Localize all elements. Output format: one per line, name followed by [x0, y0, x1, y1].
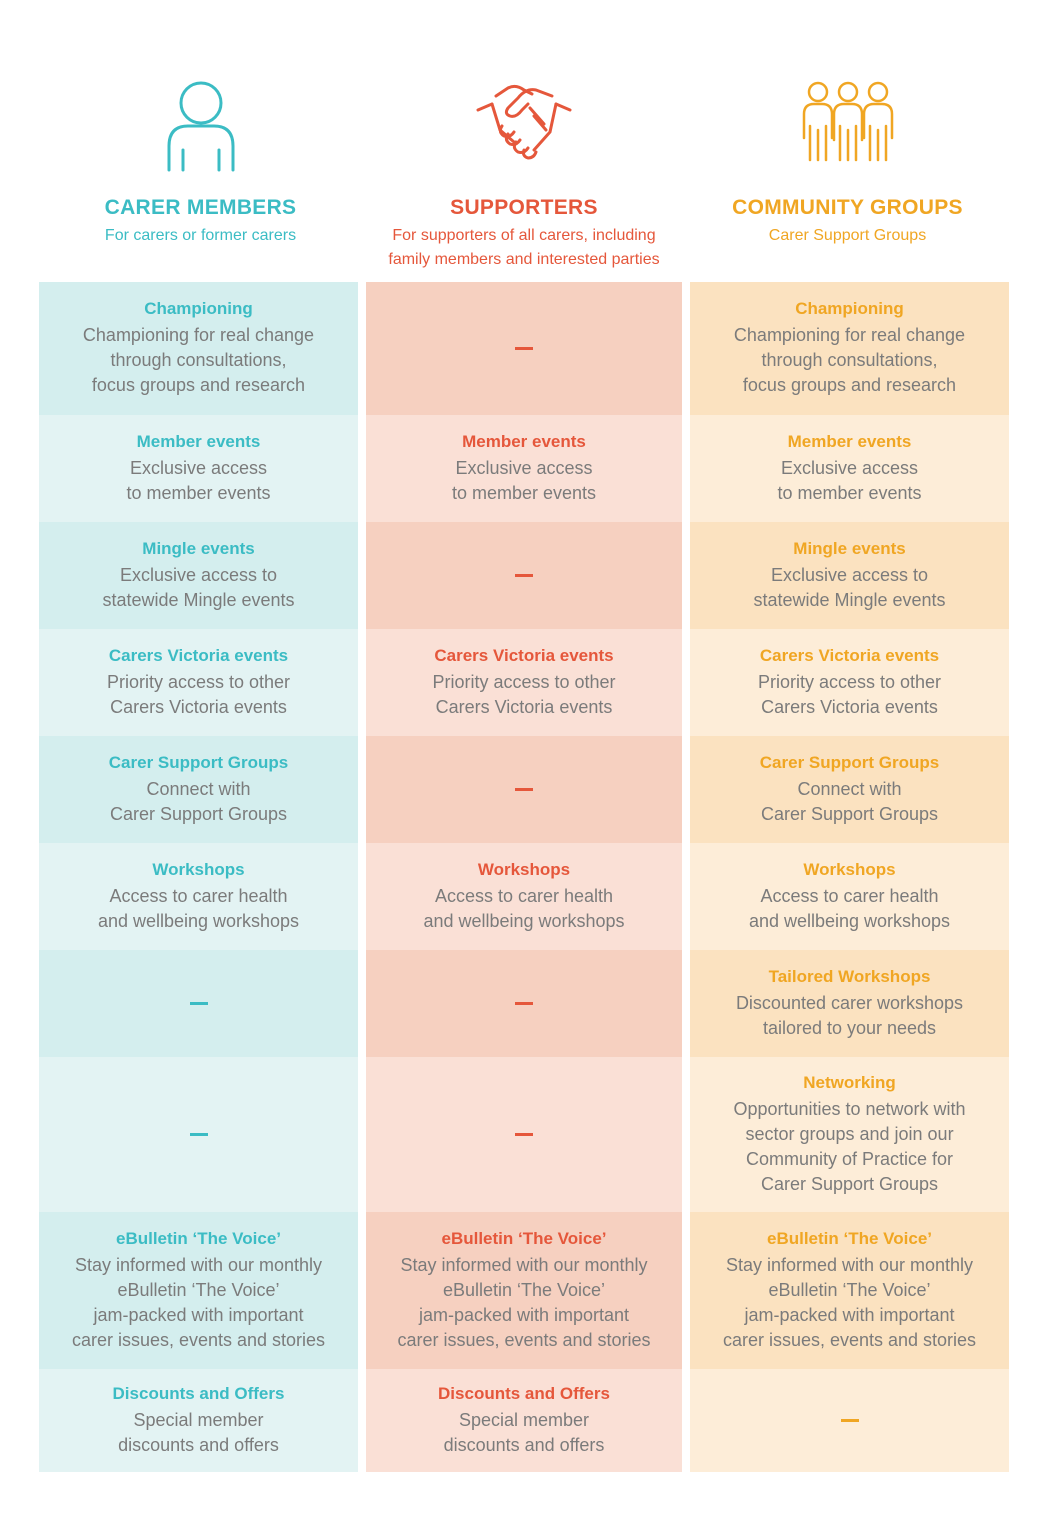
benefit-cell: Tailored Workshops Discounted carer works…	[690, 950, 1009, 1057]
benefit-cell: Championing Championing for real change t…	[690, 282, 1009, 415]
benefit-title: eBulletin ‘The Voice’	[767, 1228, 932, 1248]
benefit-cell: Workshops Access to carer health and well…	[39, 843, 358, 950]
benefit-title: Carer Support Groups	[759, 752, 940, 772]
carer-members-column: Championing Championing for real change t…	[39, 282, 358, 1472]
benefit-cell: Mingle events Exclusive access to statewi…	[39, 522, 358, 629]
benefit-cell: Discounts and Offers Special member disco…	[39, 1369, 358, 1472]
benefit-description: Exclusive access to member events	[777, 457, 922, 503]
benefit-title: Carers Victoria events	[759, 645, 940, 665]
benefit-title: Workshops	[803, 859, 896, 879]
not-included-dash	[515, 347, 533, 350]
column-subtitle: For supporters of all carers, including …	[388, 227, 660, 268]
benefit-cell: eBulletin ‘The Voice’ Stay informed with …	[690, 1212, 1009, 1369]
benefit-cell	[366, 736, 682, 843]
benefit-description: Exclusive access to statewide Mingle eve…	[753, 564, 946, 610]
benefit-cell: Networking Opportunities to network with …	[690, 1057, 1009, 1212]
benefit-title: Championing	[795, 299, 904, 318]
benefit-title: Carers Victoria events	[108, 645, 289, 665]
benefit-cell: Member events Exclusive access to member …	[690, 415, 1009, 522]
benefit-title: Workshops	[477, 859, 571, 879]
benefit-title: Member events	[787, 431, 912, 451]
benefit-title: Carer Support Groups	[108, 752, 289, 772]
not-included-dash	[515, 788, 533, 791]
benefit-cell	[366, 282, 682, 415]
benefit-description: Exclusive access to statewide Mingle eve…	[102, 564, 295, 610]
not-included-dash	[515, 574, 533, 577]
benefit-cell: Mingle events Exclusive access to statewi…	[690, 522, 1009, 629]
benefit-title: Carers Victoria events	[434, 645, 614, 665]
benefit-title: Discounts and Offers	[112, 1383, 285, 1403]
benefit-title: Member events	[462, 431, 586, 451]
benefit-title: Championing	[144, 299, 253, 318]
benefit-description: Opportunities to network with sector gro…	[733, 1098, 966, 1194]
benefit-cell: Carers Victoria events Priority access to…	[690, 629, 1009, 736]
benefit-cell	[39, 1057, 358, 1212]
benefit-description: Access to carer health and wellbeing wor…	[748, 885, 951, 931]
benefit-cell: Discounts and Offers Special member disco…	[366, 1369, 682, 1472]
benefit-description: Connect with Carer Support Groups	[109, 778, 288, 824]
community-groups-column: Championing Championing for real change t…	[690, 282, 1009, 1472]
benefit-description: Championing for real change through cons…	[82, 325, 315, 395]
header-community-groups: COMMUNITY GROUPS Carer Support Groups	[686, 80, 1009, 248]
benefit-title: Workshops	[152, 859, 245, 879]
benefit-description: Priority access to other Carers Victoria…	[106, 671, 291, 717]
benefit-description: Connect with Carer Support Groups	[760, 778, 939, 824]
column-title: CARER MEMBERS	[104, 196, 297, 219]
column-title: COMMUNITY GROUPS	[732, 196, 963, 219]
benefit-description: Priority access to other Carers Victoria…	[432, 671, 616, 717]
group-icon	[686, 80, 1009, 180]
benefit-title: Tailored Workshops	[768, 966, 931, 986]
benefit-cell: Member events Exclusive access to member …	[39, 415, 358, 522]
benefit-cell: Carers Victoria events Priority access to…	[366, 629, 682, 736]
benefit-cell	[366, 950, 682, 1057]
header-carer-members: CARER MEMBERS For carers or former carer…	[39, 80, 362, 248]
column-subtitle: For carers or former carers	[104, 227, 297, 244]
benefit-title: eBulletin ‘The Voice’	[441, 1228, 607, 1248]
handshake-icon	[366, 80, 682, 180]
not-included-dash	[840, 1419, 859, 1422]
benefit-cell: eBulletin ‘The Voice’ Stay informed with …	[39, 1212, 358, 1369]
benefit-cell: Workshops Access to carer health and well…	[366, 843, 682, 950]
benefit-cell	[366, 522, 682, 629]
benefit-title: Networking	[803, 1072, 896, 1092]
supporters-column: Member events Exclusive access to member …	[366, 282, 682, 1472]
benefit-description: Stay informed with our monthly eBulletin…	[71, 1254, 326, 1350]
benefit-cell	[39, 950, 358, 1057]
not-included-dash	[189, 1133, 208, 1136]
benefit-cell: Carer Support Groups Connect with Carer S…	[39, 736, 358, 843]
column-subtitle: Carer Support Groups	[768, 227, 927, 244]
benefit-description: Discounted carer workshops tailored to y…	[735, 992, 964, 1038]
benefit-description: Championing for real change through cons…	[733, 325, 966, 395]
column-title: SUPPORTERS	[450, 196, 598, 219]
benefit-description: Special member discounts and offers	[443, 1409, 605, 1455]
benefit-cell	[366, 1057, 682, 1212]
benefit-description: Stay informed with our monthly eBulletin…	[397, 1254, 651, 1350]
benefit-cell: Carers Victoria events Priority access to…	[39, 629, 358, 736]
benefit-cell: Championing Championing for real change t…	[39, 282, 358, 415]
benefit-description: Priority access to other Carers Victoria…	[757, 671, 942, 717]
header-supporters: SUPPORTERS For supporters of all carers,…	[366, 80, 682, 272]
benefit-cell: Member events Exclusive access to member …	[366, 415, 682, 522]
benefit-cell: eBulletin ‘The Voice’ Stay informed with …	[366, 1212, 682, 1369]
benefit-cell	[690, 1369, 1009, 1472]
benefit-title: Member events	[136, 431, 261, 451]
benefit-description: Access to carer health and wellbeing wor…	[423, 885, 625, 931]
benefit-description: Stay informed with our monthly eBulletin…	[722, 1254, 977, 1350]
benefit-description: Exclusive access to member events	[126, 457, 271, 503]
benefit-cell: Carer Support Groups Connect with Carer S…	[690, 736, 1009, 843]
benefit-description: Exclusive access to member events	[451, 457, 597, 503]
benefit-title: eBulletin ‘The Voice’	[116, 1228, 281, 1248]
not-included-dash	[515, 1133, 533, 1136]
benefit-description: Special member discounts and offers	[118, 1409, 279, 1455]
benefit-cell: Workshops Access to carer health and well…	[690, 843, 1009, 950]
benefit-description: Access to carer health and wellbeing wor…	[97, 885, 300, 931]
not-included-dash	[515, 1002, 533, 1005]
not-included-dash	[189, 1002, 208, 1005]
benefit-title: Mingle events	[142, 538, 255, 558]
benefit-title: Mingle events	[793, 538, 906, 558]
person-icon	[39, 80, 362, 180]
benefit-title: Discounts and Offers	[438, 1383, 610, 1403]
